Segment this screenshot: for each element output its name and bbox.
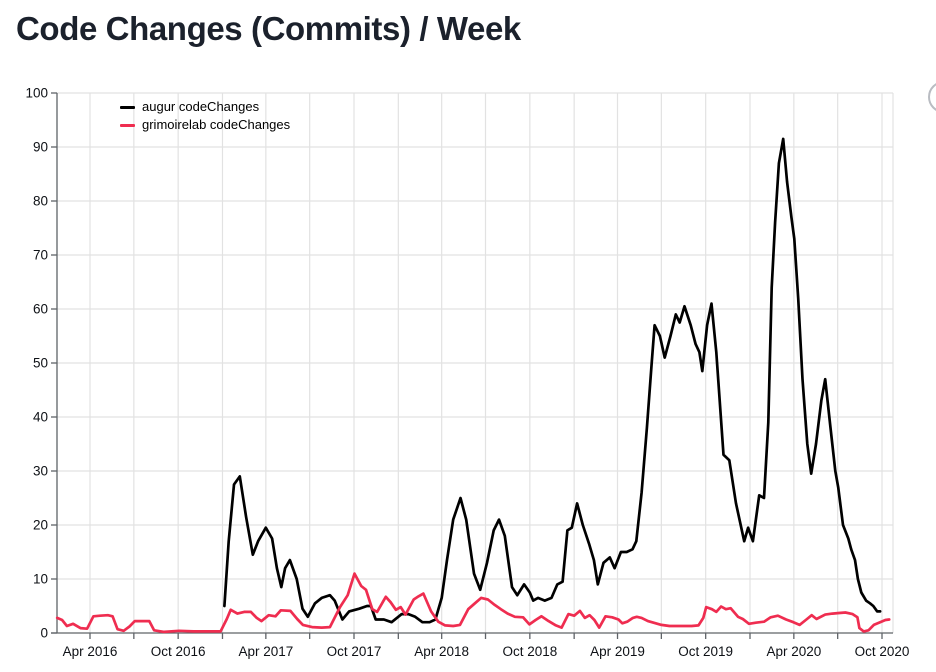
x-tick-label: Oct 2017 [327, 644, 382, 659]
y-tick-label: 10 [33, 572, 48, 587]
x-tick-label: Apr 2020 [766, 644, 821, 659]
y-tick-label: 40 [33, 410, 48, 425]
y-tick-label: 90 [33, 140, 48, 155]
y-tick-label: 100 [25, 86, 48, 101]
y-tick-label: 30 [33, 464, 48, 479]
x-tick-label: Oct 2018 [502, 644, 557, 659]
y-tick-label: 50 [33, 356, 48, 371]
series-line-grimoirelab [55, 572, 891, 634]
plot-area[interactable] [57, 93, 893, 633]
chart-legend: augur codeChanges grimoirelab codeChange… [120, 98, 290, 134]
legend-swatch-1 [120, 123, 135, 127]
y-tick-label: 0 [40, 626, 48, 641]
x-tick-label: Apr 2018 [414, 644, 469, 659]
y-tick-label: 60 [33, 302, 48, 317]
x-tick-label: Oct 2019 [678, 644, 733, 659]
y-tick-label: 70 [33, 248, 48, 263]
x-tick-label: Apr 2016 [63, 644, 118, 659]
page-title: Code Changes (Commits) / Week [16, 10, 521, 47]
legend-label-grimoirelab: grimoirelab codeChanges [142, 117, 291, 132]
x-tick-label: Oct 2020 [855, 644, 910, 659]
y-tick-label: 20 [33, 518, 48, 533]
x-tick-label: Apr 2017 [238, 644, 293, 659]
series-line-augur [223, 137, 882, 624]
legend-label-augur: augur codeChanges [142, 99, 260, 114]
x-tick-label: Apr 2019 [590, 644, 645, 659]
y-tick-label: 80 [33, 194, 48, 209]
legend-item-grimoirelab[interactable]: grimoirelab codeChanges [120, 116, 290, 134]
x-tick-label: Oct 2016 [151, 644, 206, 659]
legend-item-augur[interactable]: augur codeChanges [120, 98, 290, 116]
legend-swatch-0 [120, 105, 135, 109]
